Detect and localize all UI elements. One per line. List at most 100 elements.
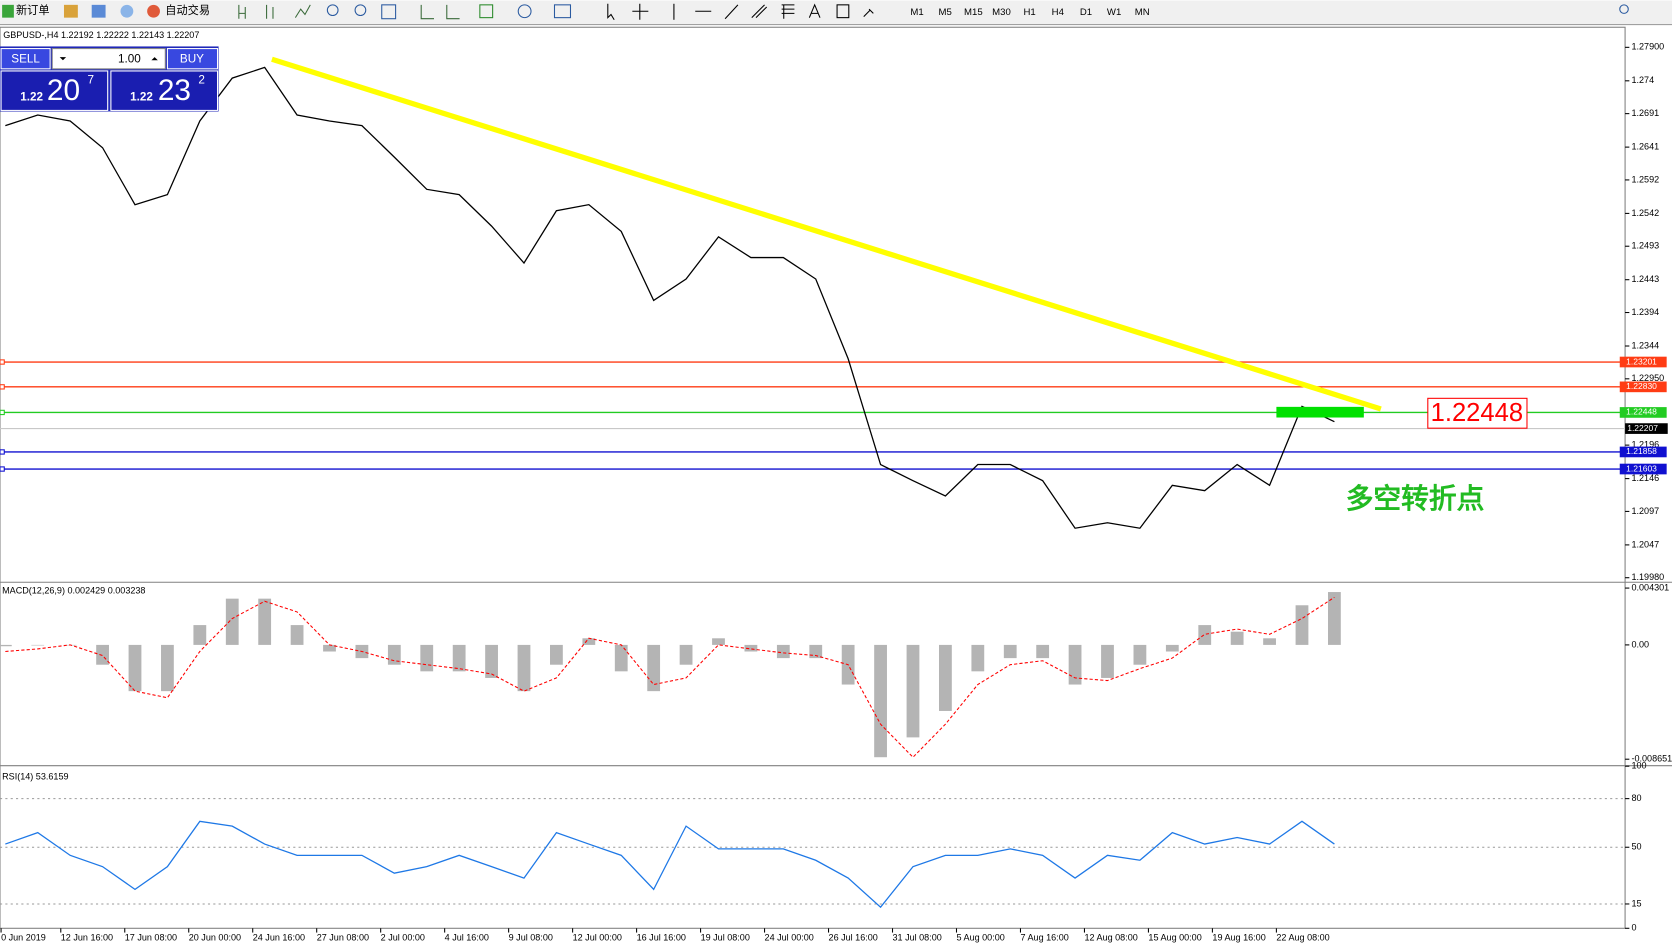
macd-bar — [128, 644, 142, 692]
fibo-tool[interactable] — [781, 4, 795, 19]
x-tick-label: 5 Aug 00:00 — [956, 932, 1004, 942]
price-annotation-box — [1427, 397, 1528, 429]
x-tick-label: 26 Jul 16:00 — [829, 932, 878, 942]
zoom-out-tool[interactable] — [354, 4, 367, 17]
macd-bar — [1003, 644, 1017, 659]
ask-box[interactable] — [110, 70, 219, 111]
y-tick-label: 15 — [1631, 898, 1641, 908]
candle-tool[interactable] — [266, 4, 274, 19]
timeframe-button[interactable]: MN — [1135, 7, 1150, 18]
y-tick-label: 1.2592 — [1631, 174, 1659, 184]
macd-bar — [193, 625, 207, 645]
search-icon[interactable] — [1619, 4, 1629, 14]
label-tool[interactable] — [836, 4, 850, 19]
new-order-button[interactable]: 新订单 — [16, 3, 50, 17]
tool-icon[interactable] — [63, 4, 78, 18]
timeframe-button[interactable]: W1 — [1107, 7, 1121, 18]
indicators-tool[interactable] — [479, 4, 494, 19]
ask-main: 23 — [158, 74, 191, 107]
y-tick-label: 1.2641 — [1631, 142, 1659, 152]
time-axis: 0 Jun 2019 12 Jun 16:00 17 Jun 08:00 20 Jun… — [0, 928, 1330, 942]
lots-down[interactable] — [59, 57, 67, 61]
price-level-label: 1.21858 — [1626, 446, 1657, 456]
sell-button[interactable] — [0, 48, 51, 70]
macd-bar — [225, 598, 239, 645]
macd-bar — [744, 644, 758, 652]
macd-bar — [1198, 625, 1212, 645]
buy-label[interactable]: BUY — [180, 52, 204, 65]
timeframe-button[interactable]: M15 — [964, 7, 983, 18]
macd-bar — [258, 598, 272, 645]
line-chart-tool[interactable] — [294, 4, 311, 18]
bar-chart-tool[interactable] — [238, 4, 246, 19]
y-tick-label: 1.27900 — [1631, 42, 1664, 52]
x-tick-label: 17 Jun 08:00 — [125, 932, 177, 942]
new-order-icon[interactable] — [2, 4, 14, 18]
text-tool[interactable] — [808, 3, 821, 18]
timeframe-button[interactable]: H4 — [1052, 7, 1065, 18]
macd-bar — [0, 644, 12, 647]
period-tool[interactable] — [517, 4, 532, 19]
template-tool[interactable] — [553, 4, 572, 19]
last-price-tag — [1625, 423, 1668, 434]
tool-icon[interactable] — [120, 4, 134, 18]
price-level-handle — [0, 384, 5, 390]
x-tick-label: 4 Jul 16:00 — [445, 932, 489, 942]
y-tick-label: 1.2196 — [1631, 440, 1659, 450]
x-tick-label: 12 Jun 16:00 — [61, 932, 113, 942]
timeframe-button[interactable]: M1 — [910, 7, 923, 18]
timeframe-button[interactable]: D1 — [1080, 7, 1092, 18]
auto-trading-icon[interactable] — [147, 4, 160, 18]
macd-bar — [874, 644, 887, 758]
timeframe-button[interactable]: M5 — [939, 7, 952, 18]
price-level-label: 1.21603 — [1626, 463, 1657, 473]
scroll-tool[interactable] — [420, 4, 460, 20]
macd-bar — [939, 644, 952, 711]
rsi-title: RSI(14) 53.6159 — [2, 771, 68, 781]
macd-bar — [582, 638, 596, 645]
macd-panel: 0.004301 0.00 -0.008651 — [0, 582, 1672, 764]
macd-bar — [31, 644, 45, 646]
ask-big: 1.22 — [130, 91, 153, 104]
y-tick-label: 100 — [1631, 761, 1646, 771]
x-tick-label: 12 Aug 08:00 — [1084, 932, 1137, 942]
x-tick-label: 27 Jun 08:00 — [317, 932, 369, 942]
trendline-tool[interactable] — [724, 4, 739, 20]
y-tick-label: 1.274 — [1631, 75, 1654, 85]
price-level-label: 1.22448 — [1626, 407, 1657, 417]
macd-bar — [679, 644, 693, 665]
zoom-in-tool[interactable] — [326, 4, 339, 17]
bid-box[interactable] — [0, 70, 109, 111]
macd-bar — [387, 644, 401, 665]
tool-icon[interactable] — [91, 4, 106, 18]
timeframe-button[interactable]: H1 — [1024, 7, 1036, 18]
macd-bar — [1068, 644, 1082, 685]
lots-value[interactable]: 1.00 — [118, 52, 141, 65]
price-level-tag — [1619, 463, 1667, 475]
cursor-tool[interactable] — [607, 3, 615, 21]
last-price-label: 1.22207 — [1627, 423, 1658, 433]
y-tick-label: 1.2394 — [1631, 307, 1659, 317]
price-level-label: 1.23201 — [1626, 356, 1657, 366]
channel-tool[interactable] — [751, 4, 768, 19]
macd-bar — [1263, 638, 1276, 645]
x-tick-label: 31 Jul 08:00 — [893, 932, 942, 942]
arrow-tool[interactable] — [863, 8, 874, 17]
auto-trading-button[interactable]: 自动交易 — [165, 3, 210, 17]
bid-pip: 7 — [87, 74, 94, 87]
price-annotation: 1.22448 — [1431, 399, 1523, 427]
x-tick-label: 15 Aug 00:00 — [1148, 932, 1201, 942]
macd-bar — [1036, 644, 1050, 659]
crosshair-tool[interactable] — [632, 3, 649, 20]
x-tick-label: 9 Jul 08:00 — [509, 932, 553, 942]
price-line — [5, 820, 1335, 909]
lots-up[interactable] — [151, 57, 158, 61]
breakout-zone — [1276, 406, 1364, 418]
tile-tool[interactable] — [381, 4, 397, 20]
buy-button[interactable] — [166, 48, 219, 70]
lots-input[interactable] — [51, 48, 166, 70]
timeframe-button[interactable]: M30 — [992, 7, 1011, 18]
sell-label[interactable]: SELL — [11, 52, 40, 65]
x-tick-label: 0 Jun 2019 — [1, 932, 46, 942]
x-tick-label: 2 Jul 00:00 — [381, 932, 425, 942]
